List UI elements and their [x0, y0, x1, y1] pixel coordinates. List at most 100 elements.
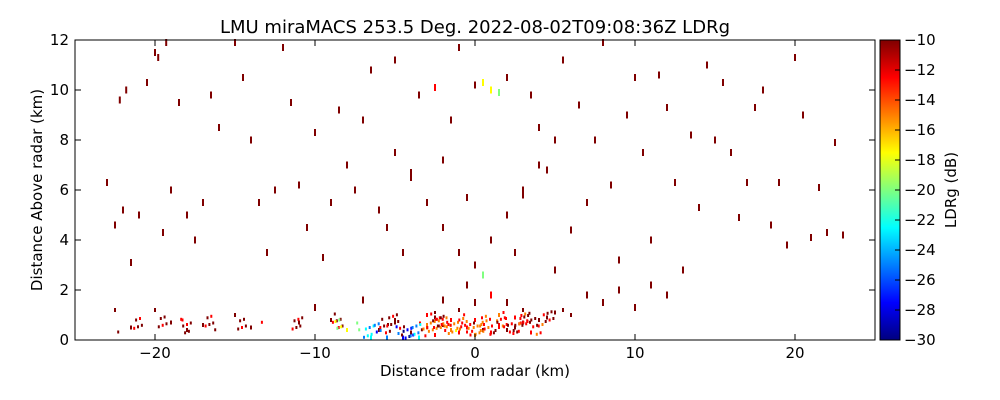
data-point: [498, 313, 500, 317]
colorbar-tick-label: −30: [904, 331, 936, 349]
data-point: [522, 308, 524, 312]
colorbar-tick-label: −26: [904, 271, 936, 289]
data-point: [473, 321, 475, 325]
data-point: [118, 96, 121, 104]
data-point: [242, 74, 244, 81]
data-point: [368, 326, 371, 329]
data-point: [490, 86, 492, 94]
data-point: [135, 318, 138, 322]
data-point: [186, 211, 188, 219]
data-point: [410, 330, 412, 335]
data-point: [530, 318, 533, 322]
colorbar-tick-label: −16: [904, 121, 936, 139]
data-point: [210, 91, 212, 99]
data-point: [140, 323, 143, 327]
data-point: [420, 328, 423, 332]
y-tick-label: 10: [50, 81, 69, 99]
data-point: [397, 320, 400, 323]
data-point: [453, 322, 456, 326]
data-point: [186, 328, 188, 332]
data-point: [517, 329, 520, 333]
data-point: [386, 224, 388, 231]
data-point: [690, 131, 692, 139]
colorbar-tick-label: −12: [904, 61, 936, 79]
data-point: [182, 324, 185, 328]
data-point: [322, 254, 324, 261]
data-point: [746, 179, 748, 186]
data-point: [435, 326, 438, 330]
data-point: [634, 304, 636, 311]
data-point: [457, 320, 459, 324]
data-point: [410, 326, 413, 330]
data-point: [394, 56, 396, 64]
data-point: [266, 249, 268, 256]
data-point: [505, 317, 507, 320]
data-point: [682, 266, 684, 274]
data-point: [419, 323, 422, 326]
data-point: [450, 318, 452, 322]
x-tick-label: 10: [625, 344, 644, 362]
data-point: [490, 236, 492, 244]
data-point: [437, 324, 440, 328]
colorbar-tick-label: −22: [904, 211, 936, 229]
data-point: [194, 236, 196, 244]
data-point: [524, 312, 527, 316]
data-point: [435, 317, 438, 321]
data-point: [458, 330, 460, 335]
data-point: [455, 329, 458, 332]
data-point: [432, 319, 435, 323]
data-point: [520, 314, 523, 317]
data-point: [461, 321, 464, 325]
data-point: [397, 332, 400, 335]
data-point: [465, 320, 468, 323]
data-point: [562, 56, 564, 64]
data-point: [339, 317, 342, 321]
data-point: [395, 313, 398, 317]
data-point: [356, 321, 359, 325]
data-point: [331, 320, 334, 324]
data-point: [481, 316, 483, 320]
data-point: [442, 314, 445, 318]
data-point: [610, 181, 612, 189]
data-point: [346, 328, 348, 332]
data-point: [295, 326, 298, 329]
x-tick-label: −10: [299, 344, 331, 362]
data-point: [490, 291, 492, 299]
data-point: [499, 317, 502, 321]
data-point: [496, 320, 499, 324]
data-point: [439, 316, 442, 320]
data-point: [306, 224, 308, 231]
data-point: [794, 54, 796, 61]
data-point: [333, 312, 336, 316]
data-point: [139, 317, 141, 320]
data-point: [372, 324, 375, 328]
data-point: [514, 315, 516, 320]
data-point: [478, 331, 481, 335]
data-point: [114, 308, 116, 312]
data-point: [204, 324, 207, 328]
y-tick-label: 2: [59, 281, 69, 299]
data-point: [293, 319, 296, 323]
data-point: [578, 101, 580, 109]
data-point: [498, 89, 500, 96]
data-point: [443, 324, 446, 328]
data-point: [431, 328, 434, 332]
data-point: [434, 84, 436, 91]
data-point: [250, 325, 252, 330]
data-point: [218, 124, 220, 131]
data-point: [518, 322, 521, 326]
data-point: [434, 333, 436, 337]
data-point: [336, 326, 339, 330]
data-point: [546, 311, 549, 315]
data-point: [554, 136, 556, 144]
data-point: [474, 261, 476, 269]
data-point: [363, 335, 365, 339]
data-point: [338, 106, 340, 114]
data-point: [433, 320, 436, 323]
data-point: [586, 291, 588, 299]
data-point: [163, 315, 166, 319]
data-point: [834, 139, 836, 146]
data-point: [466, 330, 468, 334]
data-point: [525, 322, 528, 326]
